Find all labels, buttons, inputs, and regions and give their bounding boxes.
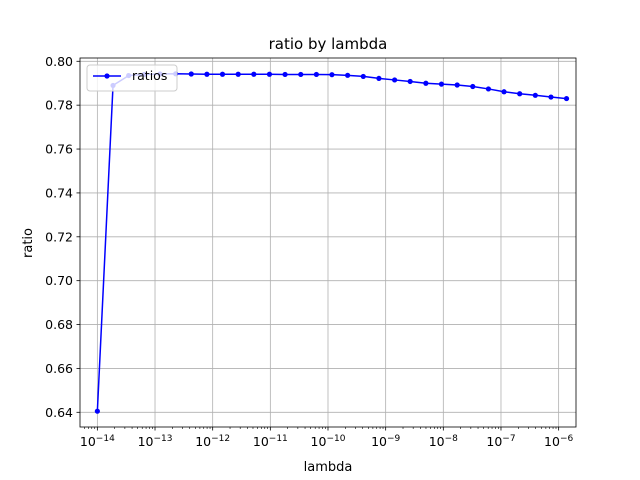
x-tick-label: 10−8	[429, 434, 458, 449]
y-tick-label: 0.72	[45, 229, 73, 244]
data-point	[329, 72, 335, 78]
x-tick-label: 10−13	[138, 434, 173, 449]
y-tick-label: 0.74	[45, 185, 73, 200]
x-tick-label: 10−12	[195, 434, 230, 449]
data-point	[188, 71, 194, 77]
data-point	[360, 73, 366, 80]
y-tick-label: 0.70	[45, 273, 73, 288]
data-point	[501, 89, 507, 95]
data-point	[470, 83, 476, 90]
ticks: 10−14 10−13 10−12 10−11 10−10 10−9 10−8 10−7 10−…	[45, 54, 573, 449]
data-point	[548, 94, 554, 100]
legend-label: ratios	[132, 68, 167, 83]
data-point	[563, 95, 570, 102]
chart-title: ratio by lambda	[269, 35, 388, 53]
data-point	[532, 92, 538, 98]
data-point	[251, 71, 257, 77]
data-point	[219, 71, 226, 77]
legend: ratios	[86, 64, 178, 92]
data-point	[392, 77, 398, 83]
x-tick-label: 10−14	[80, 434, 115, 449]
y-tick-label: 0.80	[45, 54, 73, 69]
data-point	[313, 71, 319, 78]
data-point	[517, 91, 523, 97]
data-point	[204, 71, 210, 77]
data-point	[298, 71, 304, 78]
x-tick-label: 10−6	[544, 434, 573, 449]
y-tick-label: 0.64	[45, 405, 73, 420]
x-tick-label: 10−9	[371, 434, 400, 449]
x-tick-label: 10−7	[486, 434, 515, 449]
y-tick-label: 0.76	[45, 142, 73, 157]
data-point	[438, 81, 445, 87]
y-tick-label: 0.66	[45, 361, 73, 376]
legend-marker-swatch	[104, 73, 110, 79]
y-tick-label: 0.68	[45, 317, 73, 332]
data-point	[454, 82, 460, 88]
y-tick-label: 0.78	[45, 98, 73, 113]
data-point	[376, 75, 382, 82]
data-point	[485, 86, 492, 92]
data-point	[235, 71, 241, 77]
x-axis-title: lambda	[304, 460, 353, 475]
data-point	[94, 408, 100, 414]
x-tick-label: 10−10	[311, 434, 346, 449]
data-point	[282, 71, 288, 78]
data-point	[266, 71, 273, 77]
data-point	[407, 78, 413, 85]
data-point	[423, 80, 429, 86]
grid	[80, 58, 576, 427]
legend-box	[86, 64, 178, 92]
x-tick-label: 10−11	[253, 434, 288, 449]
data-point	[345, 72, 351, 78]
y-axis-title: ratio	[21, 228, 36, 258]
